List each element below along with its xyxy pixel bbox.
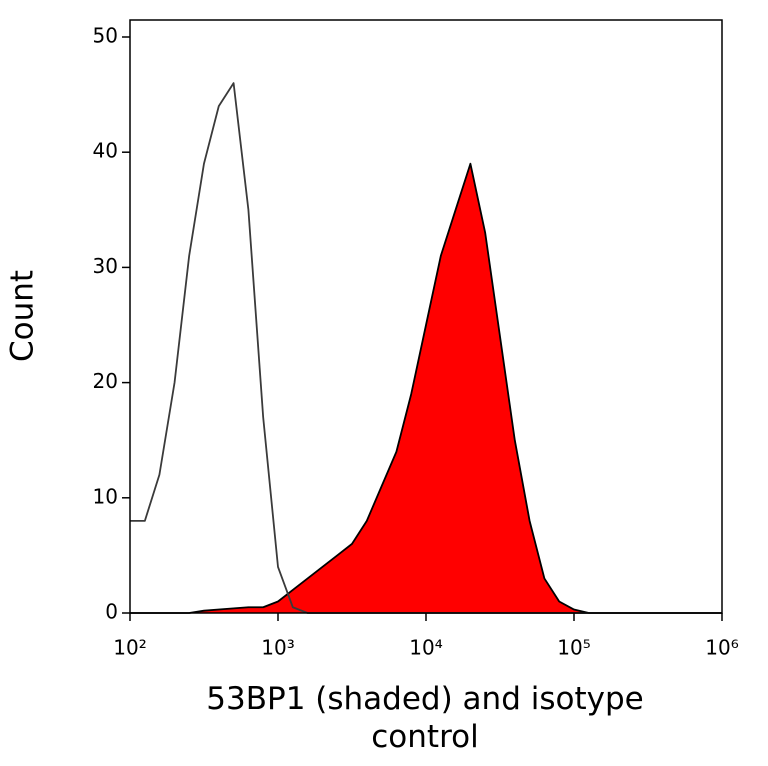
y-tick-label: 30 [93, 254, 118, 278]
x-axis-title: 53BP1 (shaded) and isotype control [206, 681, 644, 755]
y-tick-label: 0 [105, 600, 118, 624]
histogram-area [130, 162, 722, 614]
x-tick-label: 10⁴ [409, 636, 442, 660]
x-tick-label: 10⁶ [705, 636, 738, 660]
y-tick-label: 10 [93, 484, 118, 508]
x-tick-label: 10⁵ [557, 636, 590, 660]
y-axis-title: Count [5, 270, 41, 362]
y-tick-label: 50 [93, 24, 118, 48]
y-tick-label: 20 [93, 369, 118, 393]
x-tick-label: 10² [113, 636, 146, 660]
y-tick-label: 40 [93, 139, 118, 163]
x-tick-label: 10³ [261, 636, 294, 660]
